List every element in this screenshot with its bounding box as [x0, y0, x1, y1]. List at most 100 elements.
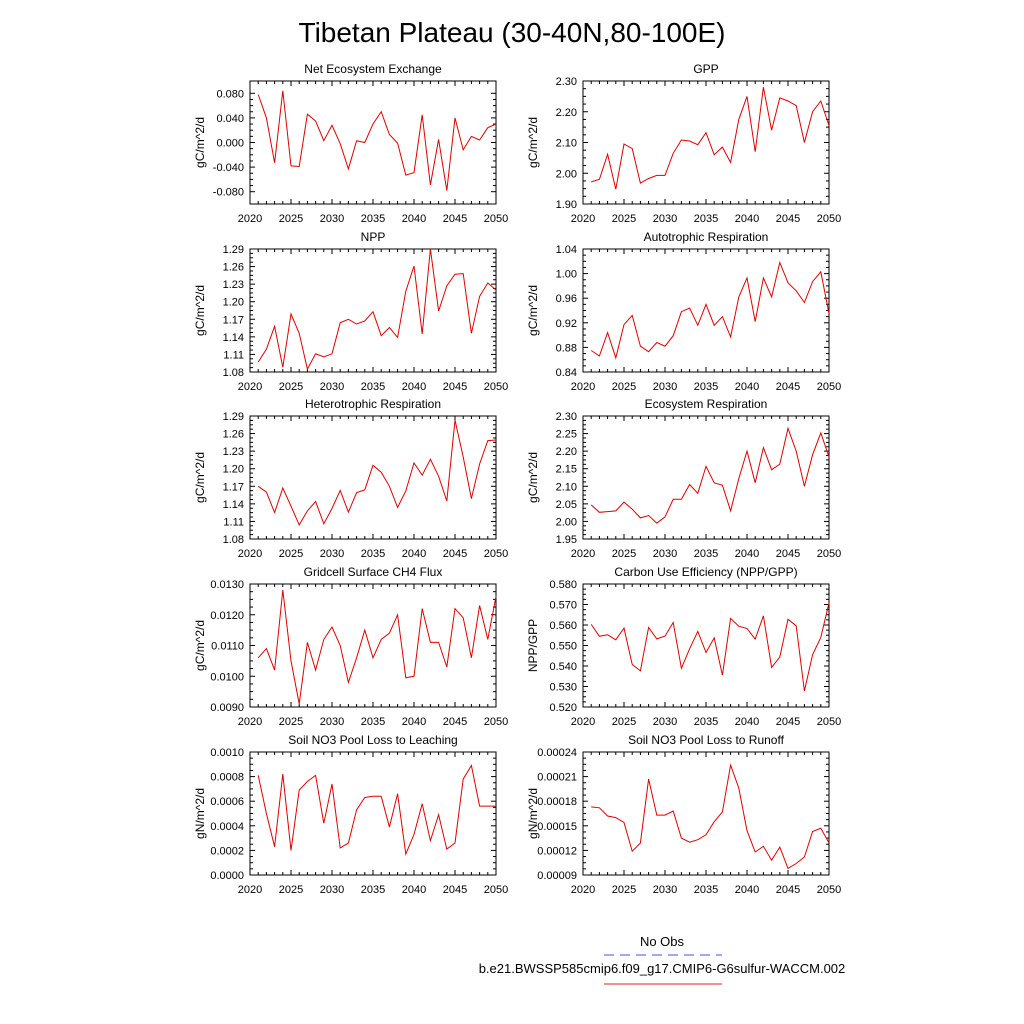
panel-gpp-xtick-label: 2020 — [571, 213, 595, 225]
panel-carbon-use-efficiency-npp-gpp-xtick-label: 2030 — [653, 716, 677, 728]
panel-net-ecosystem-exchange-ytick-label: 0.080 — [216, 88, 244, 100]
panel-soil-no3-pool-loss-to-leaching-xtick-label: 2040 — [402, 884, 426, 896]
panel-net-ecosystem-exchange-ylabel: gC/m^2/d — [193, 117, 207, 168]
panel-gridcell-surface-ch4-flux-ytick-label: 0.0130 — [210, 579, 244, 591]
panel-heterotrophic-respiration-ytick-label: 1.26 — [223, 429, 244, 441]
panel-carbon-use-efficiency-npp-gpp-ytick-label: 0.560 — [549, 620, 577, 632]
panels: Net Ecosystem Exchange gC/m^2/d 2020 2025 20… — [193, 62, 841, 896]
panel-npp-xtick-label: 2025 — [279, 381, 303, 393]
panel-soil-no3-pool-loss-to-runoff-xtick-label: 2030 — [653, 884, 677, 896]
panel-ecosystem-respiration-ytick-label: 2.05 — [556, 499, 577, 511]
panel-net-ecosystem-exchange-xtick-label: 2035 — [361, 213, 385, 225]
panel-net-ecosystem-exchange-xtick-label: 2025 — [279, 213, 303, 225]
panel-heterotrophic-respiration-ytick-label: 1.08 — [223, 534, 244, 546]
panel-npp-ytick-label: 1.17 — [223, 314, 244, 326]
panel-carbon-use-efficiency-npp-gpp-xtick-label: 2050 — [817, 716, 841, 728]
panel-ecosystem-respiration-ytick-label: 2.15 — [556, 464, 577, 476]
figure-title: Tibetan Plateau (30-40N,80-100E) — [299, 17, 726, 48]
panel-autotrophic-respiration-ytick-label: 0.92 — [556, 318, 577, 330]
panel-gpp-xtick-label: 2025 — [612, 213, 636, 225]
panel-gridcell-surface-ch4-flux-series-line — [257, 590, 497, 704]
panel-gpp: GPP gC/m^2/d 2020 2025 2030 2035 2040 2045 2050 2… — [526, 62, 841, 225]
panel-gridcell-surface-ch4-flux-xtick-label: 2025 — [279, 716, 303, 728]
panel-soil-no3-pool-loss-to-leaching-title: Soil NO3 Pool Loss to Leaching — [288, 733, 457, 747]
panel-soil-no3-pool-loss-to-runoff-ytick-label: 0.00012 — [537, 845, 577, 857]
panel-soil-no3-pool-loss-to-leaching-ytick-label: 0.0000 — [210, 870, 244, 882]
panel-carbon-use-efficiency-npp-gpp-ytick-label: 0.570 — [549, 600, 577, 612]
panel-soil-no3-pool-loss-to-runoff-xtick-label: 2035 — [694, 884, 718, 896]
panel-npp-ytick-label: 1.29 — [223, 244, 244, 256]
panel-npp-title: NPP — [361, 230, 386, 244]
panel-gridcell-surface-ch4-flux-xtick-label: 2045 — [443, 716, 467, 728]
panel-carbon-use-efficiency-npp-gpp-title: Carbon Use Efficiency (NPP/GPP) — [614, 565, 797, 579]
panel-heterotrophic-respiration-xtick-label: 2035 — [361, 548, 385, 560]
panel-carbon-use-efficiency-npp-gpp-xtick-label: 2035 — [694, 716, 718, 728]
panel-autotrophic-respiration-ytick-label: 0.88 — [556, 342, 577, 354]
panel-carbon-use-efficiency-npp-gpp-xtick-label: 2020 — [571, 716, 595, 728]
panel-soil-no3-pool-loss-to-leaching-xtick-label: 2035 — [361, 884, 385, 896]
panel-carbon-use-efficiency-npp-gpp-ytick-label: 0.580 — [549, 579, 577, 591]
panel-soil-no3-pool-loss-to-leaching-ytick-label: 0.0002 — [210, 845, 244, 857]
panel-gpp-xtick-label: 2045 — [776, 213, 800, 225]
panel-ecosystem-respiration-xtick-label: 2035 — [694, 548, 718, 560]
panel-gridcell-surface-ch4-flux-ytick-label: 0.0110 — [211, 641, 244, 653]
panel-soil-no3-pool-loss-to-runoff-xtick-label: 2020 — [571, 884, 595, 896]
panel-gpp-ylabel: gC/m^2/d — [526, 117, 540, 168]
panel-autotrophic-respiration-xtick-label: 2050 — [817, 381, 841, 393]
panel-autotrophic-respiration-ytick-label: 1.00 — [556, 269, 577, 281]
panel-soil-no3-pool-loss-to-runoff-ylabel: gN/m^2/d — [526, 788, 540, 839]
panel-soil-no3-pool-loss-to-runoff-series-line — [591, 763, 830, 870]
panel-ecosystem-respiration-xtick-label: 2045 — [776, 548, 800, 560]
panel-net-ecosystem-exchange-title: Net Ecosystem Exchange — [304, 62, 442, 76]
panel-gridcell-surface-ch4-flux-xtick-label: 2035 — [361, 716, 385, 728]
panel-carbon-use-efficiency-npp-gpp-xtick-label: 2040 — [735, 716, 759, 728]
panel-gpp-ytick-label: 2.30 — [556, 76, 577, 88]
panel-net-ecosystem-exchange-xtick-label: 2030 — [320, 213, 344, 225]
panel-soil-no3-pool-loss-to-runoff-ytick-label: 0.00015 — [537, 821, 577, 833]
panel-gridcell-surface-ch4-flux-title: Gridcell Surface CH4 Flux — [304, 565, 443, 579]
panel-npp-xtick-label: 2050 — [484, 381, 508, 393]
panel-heterotrophic-respiration-ytick-label: 1.20 — [223, 464, 244, 476]
panel-carbon-use-efficiency-npp-gpp-xtick-label: 2025 — [612, 716, 636, 728]
panel-net-ecosystem-exchange-xtick-label: 2020 — [238, 213, 262, 225]
panel-ecosystem-respiration-ytick-label: 1.95 — [556, 534, 577, 546]
panel-soil-no3-pool-loss-to-leaching: Soil NO3 Pool Loss to Leaching gN/m^2/d 20… — [193, 733, 508, 896]
panel-gridcell-surface-ch4-flux: Gridcell Surface CH4 Flux gC/m^2/d 2020 202… — [193, 565, 508, 728]
panel-npp-ytick-label: 1.23 — [223, 279, 244, 291]
panel-soil-no3-pool-loss-to-runoff: Soil NO3 Pool Loss to Runoff gN/m^2/d 2020… — [526, 733, 841, 896]
panel-carbon-use-efficiency-npp-gpp-xtick-label: 2045 — [776, 716, 800, 728]
panel-npp-ytick-label: 1.14 — [223, 332, 244, 344]
panel-soil-no3-pool-loss-to-runoff-ytick-label: 0.00021 — [537, 772, 577, 784]
panel-carbon-use-efficiency-npp-gpp-ylabel: NPP/GPP — [526, 619, 540, 672]
legend-label-case: b.e21.BWSSP585cmip6.f09_g17.CMIP6-G6sulf… — [479, 961, 846, 976]
panel-heterotrophic-respiration-xtick-label: 2030 — [320, 548, 344, 560]
panel-autotrophic-respiration-title: Autotrophic Respiration — [644, 230, 769, 244]
panel-npp-ylabel: gC/m^2/d — [193, 285, 207, 336]
panel-net-ecosystem-exchange-xtick-label: 2040 — [402, 213, 426, 225]
panel-autotrophic-respiration-series-line — [590, 260, 830, 360]
panel-gpp-xtick-label: 2050 — [817, 213, 841, 225]
panel-ecosystem-respiration-xtick-label: 2025 — [612, 548, 636, 560]
panel-npp-ytick-label: 1.26 — [223, 262, 244, 274]
panel-soil-no3-pool-loss-to-leaching-series-line — [257, 764, 496, 856]
panel-ecosystem-respiration: Ecosystem Respiration gC/m^2/d 2020 2025 203… — [526, 397, 841, 560]
panel-net-ecosystem-exchange-ytick-label: 0.000 — [216, 138, 244, 150]
panel-carbon-use-efficiency-npp-gpp-series-line — [590, 602, 830, 692]
panel-gridcell-surface-ch4-flux-ytick-label: 0.0120 — [210, 610, 244, 622]
panel-soil-no3-pool-loss-to-leaching-ytick-label: 0.0008 — [210, 772, 244, 784]
panel-heterotrophic-respiration-ylabel: gC/m^2/d — [193, 452, 207, 503]
panel-ecosystem-respiration-ylabel: gC/m^2/d — [526, 452, 540, 503]
panel-ecosystem-respiration-ytick-label: 2.30 — [556, 411, 577, 423]
panel-net-ecosystem-exchange-ytick-label: 0.040 — [216, 113, 244, 125]
panel-autotrophic-respiration-xtick-label: 2020 — [571, 381, 595, 393]
panel-soil-no3-pool-loss-to-runoff-xtick-label: 2045 — [776, 884, 800, 896]
panel-npp-ytick-label: 1.11 — [223, 349, 244, 361]
panel-soil-no3-pool-loss-to-leaching-ylabel: gN/m^2/d — [193, 788, 207, 839]
panel-npp-ytick-label: 1.08 — [223, 367, 244, 379]
panel-heterotrophic-respiration-xtick-label: 2040 — [402, 548, 426, 560]
panel-gpp-ytick-label: 2.10 — [556, 138, 577, 150]
panel-autotrophic-respiration: Autotrophic Respiration gC/m^2/d 2020 2025 2… — [526, 230, 841, 393]
panel-ecosystem-respiration-ytick-label: 2.10 — [556, 481, 577, 493]
panel-net-ecosystem-exchange-xtick-label: 2045 — [443, 213, 467, 225]
panel-gridcell-surface-ch4-flux-ytick-label: 0.0100 — [210, 671, 244, 683]
